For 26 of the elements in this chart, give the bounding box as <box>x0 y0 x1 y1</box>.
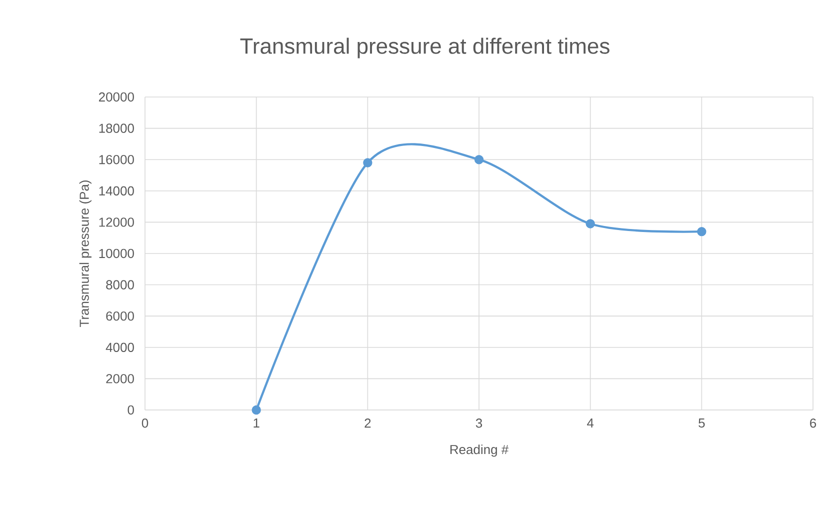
x-tick-label: 3 <box>476 418 482 428</box>
point <box>697 226 706 236</box>
y-axis-title: Transmural pressure (Pa) <box>79 180 92 327</box>
y-tick-label: 0 <box>128 405 134 415</box>
y-tick-label: 12000 <box>99 218 134 227</box>
y-tick-label: 20000 <box>98 92 134 102</box>
x-tick-label: 6 <box>810 418 816 428</box>
y-tick-label: 18000 <box>99 124 134 133</box>
x-axis-title: Reading # <box>450 444 509 457</box>
x-tick-label: 0 <box>142 418 148 428</box>
x-tick-label: 1 <box>254 418 260 428</box>
y-tick-label: 10000 <box>99 248 134 258</box>
point <box>252 405 261 415</box>
x-tick-label: 5 <box>698 418 705 428</box>
chart-title: Transmural pressure at different times <box>240 38 610 58</box>
x-tick-label: 2 <box>364 418 371 428</box>
y-tick-label: 8000 <box>106 280 134 290</box>
x-tick-label: 4 <box>587 418 594 428</box>
point <box>363 158 372 168</box>
y-tick-label: 4000 <box>106 342 134 352</box>
y-tick-label: 14000 <box>99 186 134 196</box>
point <box>474 154 484 164</box>
y-tick-label: 2000 <box>106 374 134 384</box>
y-tick-label: 16000 <box>99 154 134 164</box>
point <box>586 219 595 228</box>
y-tick-label: 6000 <box>106 311 134 321</box>
